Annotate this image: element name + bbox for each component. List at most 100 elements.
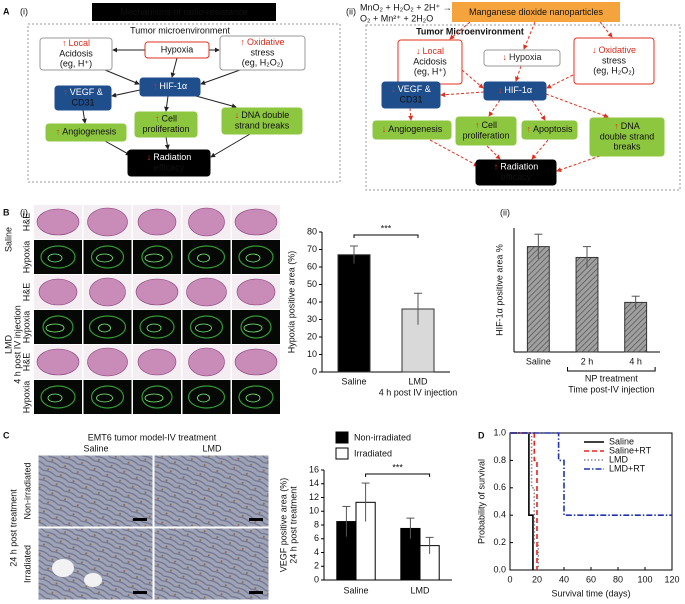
node-line: HIF-1α	[504, 85, 532, 95]
hypoxia-stain	[40, 245, 76, 269]
y-tick-label: 70	[307, 244, 317, 254]
node-box	[221, 107, 303, 135]
micrograph	[153, 454, 270, 528]
node-line: efficacy	[501, 172, 532, 182]
tissue-section	[137, 208, 177, 236]
hypoxia-stain	[98, 323, 111, 333]
hypoxia-stain	[96, 393, 113, 403]
node-line: Radiation	[500, 162, 538, 172]
node-box	[39, 37, 113, 71]
bar	[624, 301, 648, 353]
tissue-section	[36, 208, 80, 236]
tissue-section	[186, 277, 227, 307]
micrograph	[83, 310, 132, 344]
node-box	[483, 81, 547, 101]
node-text: ↓ Local	[416, 46, 444, 56]
hypoxia-stain	[42, 315, 74, 339]
column-label: Saline	[83, 443, 108, 453]
arrow	[408, 107, 414, 121]
node-line: double strand	[600, 131, 655, 141]
micrograph	[83, 240, 132, 274]
significance: ***	[381, 223, 392, 233]
node-box	[573, 37, 655, 85]
x-tick-label: 60	[586, 574, 596, 584]
panel-label: (i)	[20, 207, 28, 217]
y-tick-label: 6	[314, 533, 319, 543]
node-text: ↓ Radiation	[147, 152, 192, 162]
node-text: ↑ DNA	[614, 121, 640, 131]
hypoxia-stain	[88, 315, 127, 339]
survival-curve	[510, 432, 672, 516]
y-tick-label: 0.2	[493, 537, 506, 547]
y-tick-label: 0.0	[493, 564, 506, 574]
vessel	[52, 559, 74, 577]
y-tick-label: 20	[307, 331, 317, 341]
arrow	[531, 139, 549, 160]
node-line: (eg, H₂O₂)	[242, 57, 284, 67]
node-line: Radiation	[153, 152, 191, 162]
node-box	[127, 149, 211, 177]
tissue-section	[87, 347, 128, 377]
node-line: Cell	[481, 120, 497, 130]
environment-box	[365, 24, 681, 191]
node-arrow: ↑	[155, 114, 160, 124]
node-text: ↓ HIF-1α	[498, 85, 532, 95]
arrow	[545, 93, 609, 118]
node-box	[372, 120, 452, 140]
micrograph	[133, 380, 181, 414]
node-line: breaks	[613, 141, 641, 151]
scale-bar	[249, 591, 263, 594]
node-text: ↓ VEGF &	[391, 84, 431, 94]
node-line: stress	[250, 47, 275, 57]
hypoxia-stain	[187, 385, 226, 409]
vessel	[84, 573, 102, 587]
x-tick-label: Saline	[341, 376, 366, 386]
diagram-title: Mechanisms of radio-resistance	[120, 7, 247, 17]
node-line: (eg, H⁺)	[414, 66, 446, 76]
node-text: ↑ VEGF &	[63, 87, 103, 97]
x-tick-label: 40	[559, 574, 569, 584]
node-box	[455, 116, 517, 146]
micrograph	[37, 454, 154, 528]
panel-label: C	[3, 430, 10, 440]
x-tick-label: 0	[507, 574, 512, 584]
group-bracket	[567, 367, 656, 372]
node-arrow: ↑	[526, 124, 531, 134]
title-box	[92, 3, 276, 21]
arrow	[440, 91, 485, 98]
hypoxia-stain	[45, 323, 65, 333]
node-arrow: ↓	[235, 110, 240, 120]
arrow	[210, 133, 251, 158]
legend-label: LMD	[609, 454, 629, 464]
micrograph	[34, 310, 82, 344]
node-box	[521, 120, 578, 140]
node-line: Oxidative	[247, 37, 285, 47]
node-box	[54, 85, 112, 111]
x-tick-label: LMD	[408, 376, 428, 386]
node-text: ↑ Apoptosis	[526, 124, 573, 134]
panel-label: D	[478, 430, 485, 440]
node-box	[475, 159, 557, 186]
node-arrow: ↓	[416, 46, 421, 56]
equation: O₂ + Mn²⁺ + 2H₂O	[360, 13, 433, 23]
node-line: stress	[602, 55, 627, 65]
significance: ***	[392, 462, 403, 472]
node-line: Cell	[161, 114, 177, 124]
node-text: ↑ Cell	[155, 114, 177, 124]
y-tick-label: 80	[307, 226, 317, 236]
tissue-section	[236, 278, 276, 306]
node-text: ↓ Hypoxia	[502, 52, 541, 62]
y-tick-label: 0	[312, 366, 317, 376]
node-line: VEGF &	[70, 87, 103, 97]
arrow	[556, 155, 601, 172]
y-tick-label: 0.8	[493, 455, 506, 465]
node-line: strand breaks	[235, 120, 290, 130]
hypoxia-stain	[197, 393, 210, 403]
arrow	[449, 21, 471, 40]
node-box	[589, 117, 665, 157]
tissue-section	[234, 348, 278, 376]
arrow	[81, 109, 87, 124]
tissue-section	[137, 348, 177, 376]
tissue-section	[188, 347, 225, 377]
